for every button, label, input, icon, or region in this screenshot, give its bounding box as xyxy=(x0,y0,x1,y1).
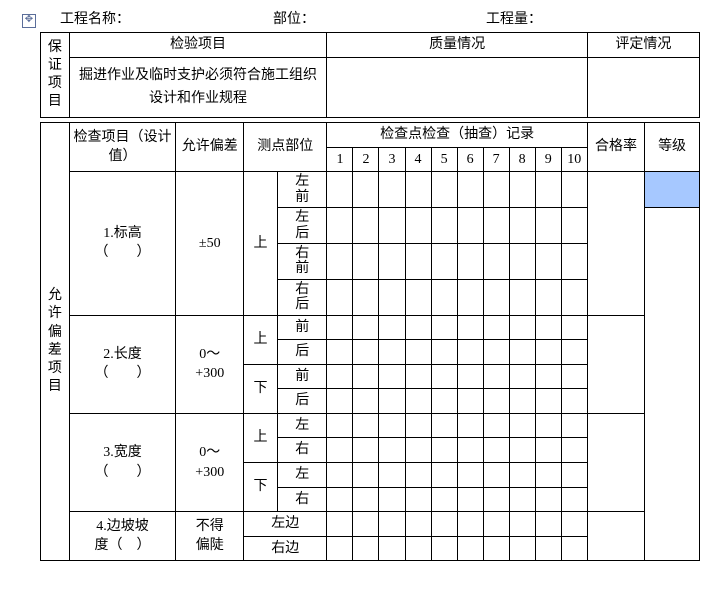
num-2: 2 xyxy=(353,147,379,172)
num-8: 8 xyxy=(509,147,535,172)
col-point: 测点部位 xyxy=(244,123,327,172)
num-3: 3 xyxy=(379,147,405,172)
grp-3-0: 上 xyxy=(244,413,278,462)
tol-2: 0～ +300 xyxy=(176,315,244,413)
sub-4-1: 右边 xyxy=(244,536,327,561)
col-record: 检查点检查（抽查）记录 xyxy=(327,123,587,148)
sub-1-0: 左前 xyxy=(277,172,326,208)
sub-4-0: 左边 xyxy=(244,512,327,537)
num-4: 4 xyxy=(405,147,431,172)
quality-cell xyxy=(327,57,587,118)
sub-1-3: 右后 xyxy=(277,279,326,315)
header-line: 工程名称： 部位： 工程量： xyxy=(60,8,699,28)
tol-4: 不得 偏陡 xyxy=(176,512,244,561)
col-pass: 合格率 xyxy=(587,123,644,172)
grade-rest xyxy=(645,208,700,561)
eval-cell xyxy=(587,57,699,118)
quantity-label: 工程量： xyxy=(486,8,699,28)
guarantee-side-label: 保证项目 xyxy=(41,33,70,118)
main-table: 保证项目 检验项目 质量情况 评定情况 掘进作业及临时支护必须符合施工组织 设计… xyxy=(40,32,700,561)
eval-header: 评定情况 xyxy=(587,33,699,58)
grp-1-0: 上 xyxy=(244,172,278,315)
num-1: 1 xyxy=(327,147,353,172)
sub-3-3: 右 xyxy=(277,487,326,512)
tolerance-side-label: 允许偏差项目 xyxy=(41,123,70,561)
num-5: 5 xyxy=(431,147,457,172)
item-1: 1.标高 （ ） xyxy=(69,172,176,315)
guarantee-desc: 掘进作业及临时支护必须符合施工组织 设计和作业规程 xyxy=(69,57,327,118)
sub-3-1: 右 xyxy=(277,438,326,463)
tol-3: 0～ +300 xyxy=(176,413,244,511)
grp-2-1: 下 xyxy=(244,364,278,413)
num-10: 10 xyxy=(561,147,587,172)
item-4: 4.边坡坡 度（ ） xyxy=(69,512,176,561)
sub-1-1: 左后 xyxy=(277,208,326,244)
col-grade: 等级 xyxy=(645,123,700,172)
sub-2-3: 后 xyxy=(277,389,326,414)
sub-3-0: 左 xyxy=(277,413,326,438)
num-7: 7 xyxy=(483,147,509,172)
grp-3-1: 下 xyxy=(244,463,278,512)
sub-2-2: 前 xyxy=(277,364,326,389)
col-item: 检查项目（设计值） xyxy=(69,123,176,172)
item-3: 3.宽度 （ ） xyxy=(69,413,176,511)
grade-1 xyxy=(645,172,700,208)
pass-4 xyxy=(587,512,644,561)
pass-1 xyxy=(587,172,644,315)
grp-2-0: 上 xyxy=(244,315,278,364)
project-name-label: 工程名称： xyxy=(60,8,273,28)
num-6: 6 xyxy=(457,147,483,172)
sub-3-2: 左 xyxy=(277,463,326,488)
sub-1-2: 右前 xyxy=(277,243,326,279)
item-2: 2.长度 （ ） xyxy=(69,315,176,413)
col-tolerance: 允许偏差 xyxy=(176,123,244,172)
sub-2-0: 前 xyxy=(277,315,326,340)
table-move-handle[interactable]: ✥ xyxy=(22,14,36,28)
pass-3 xyxy=(587,413,644,511)
quality-header: 质量情况 xyxy=(327,33,587,58)
part-label: 部位： xyxy=(273,8,486,28)
pass-2 xyxy=(587,315,644,413)
inspect-header: 检验项目 xyxy=(69,33,327,58)
sub-2-1: 后 xyxy=(277,340,326,365)
num-9: 9 xyxy=(535,147,561,172)
tol-1: ±50 xyxy=(176,172,244,315)
